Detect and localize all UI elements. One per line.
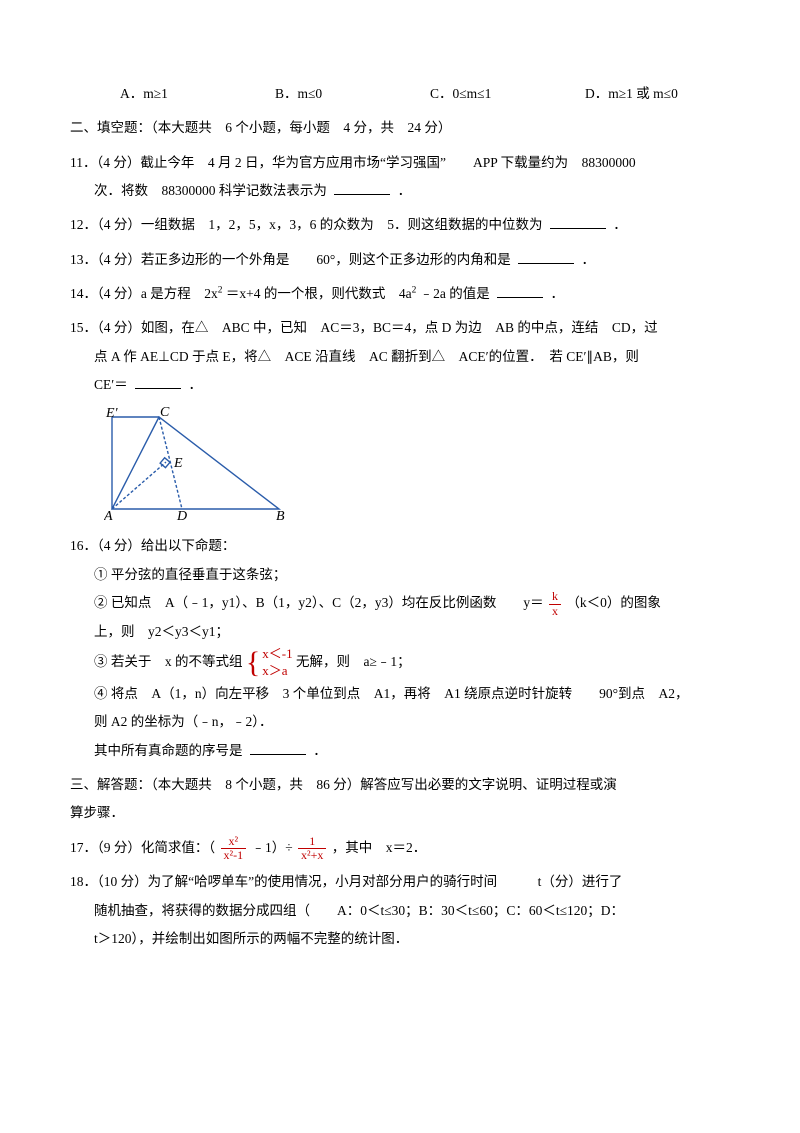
section-2-title: 二、填空题：（本大题共 6 个小题，每小题 4 分，共 24 分） (70, 114, 740, 142)
q16-p4b: 则 A2 的坐标为（﹣n，﹣2）． (70, 708, 740, 736)
inequality-system: { x＜-1 x＞a (246, 646, 293, 680)
q16-p2a: ② 已知点 A（﹣1，y1）、B（1，y2）、C（2，y3）均在反比例函数 y＝ (94, 595, 544, 610)
frac-1-x2px: 1 x²+x (298, 835, 326, 862)
q13-tail: ． (582, 252, 596, 267)
q11-line2: 次．将数 88300000 科学记数法表示为 ． (70, 177, 740, 205)
question-16: 16．（4 分）给出以下命题： ① 平分弦的直径垂直于这条弦； ② 已知点 A（… (70, 532, 740, 764)
exponent-2a: 2 (218, 286, 223, 296)
frac2-den: x²+x (298, 848, 326, 862)
q16-p3: ③ 若关于 x 的不等式组 { x＜-1 x＞a 无解，则 a≥﹣1； (70, 646, 740, 680)
frac-k-over-x: k x (549, 590, 561, 617)
q18-l2: 随机抽查，将获得的数据分成四组（ A：0＜t≤30；B：30＜t≤60；C：60… (70, 897, 740, 925)
question-17: 17．（9 分）化简求值：（ x² x²-1 ﹣1）÷ 1 x²+x ，其中 x… (70, 834, 740, 863)
q15-l1: 15．（4 分）如图，在△ ABC 中，已知 AC＝3，BC＝4，点 D 为边 … (70, 314, 740, 342)
frac-den: x (549, 604, 561, 618)
q14-tail: ． (551, 286, 565, 301)
q10-options-row: A．m≥1 B．m≤0 C．0≤m≤1 D．m≥1 或 m≤0 (70, 80, 740, 108)
q16-p1: ① 平分弦的直径垂直于这条弦； (70, 561, 740, 589)
label-B: B (276, 509, 285, 522)
option-a: A．m≥1 (120, 80, 275, 108)
frac2-num: 1 (298, 835, 326, 848)
q16-tail-pre: 其中所有真命题的序号是 (94, 743, 243, 758)
section3-l1: 三、解答题：（本大题共 8 个小题，共 86 分）解答应写出必要的文字说明、证明… (70, 771, 740, 799)
q15-l3-post: ． (188, 377, 202, 392)
q13-text: 13．（4 分）若正多边形的一个外角是 60°，则这个正多边形的内角和是 (70, 252, 511, 267)
question-18: 18．（10 分）为了解“哈啰单车”的使用情况，小月对部分用户的骑行时间 t（分… (70, 868, 740, 953)
q14-pre: 14．（4 分）a 是方程 2x (70, 286, 218, 301)
q15-l3: CE′＝ ． (70, 371, 740, 399)
q16-p4a: ④ 将点 A（1，n）向左平移 3 个单位到点 A1，再将 A1 绕原点逆时针旋… (70, 680, 740, 708)
q16-p2-line2: 上，则 y2＜y3＜y1； (70, 618, 740, 646)
q11-tail: ． (398, 183, 412, 198)
q16-p3a: ③ 若关于 x 的不等式组 (94, 654, 243, 669)
q14-post: ﹣2a 的值是 (420, 286, 490, 301)
q14-blank (497, 285, 543, 299)
q16-head: 16．（4 分）给出以下命题： (70, 532, 740, 560)
frac1-num: x² (221, 835, 247, 848)
q17-post: ，其中 x＝2． (332, 840, 427, 855)
question-12: 12．（4 分）一组数据 1，2，5，x，3，6 的众数为 5．则这组数据的中位… (70, 211, 740, 239)
q14-mid: ＝x+4 的一个根，则代数式 4a (226, 286, 412, 301)
section-3-title: 三、解答题：（本大题共 8 个小题，共 86 分）解答应写出必要的文字说明、证明… (70, 771, 740, 828)
option-d: D．m≥1 或 m≤0 (585, 80, 740, 108)
label-A: A (104, 509, 113, 522)
case-2: x＞a (262, 663, 292, 680)
label-Ep: E' (105, 407, 119, 421)
q12-tail: ． (613, 217, 627, 232)
frac1-den: x²-1 (221, 848, 247, 862)
q18-l3: t＞120），并绘制出如图所示的两幅不完整的统计图． (70, 925, 740, 953)
q11-blank (334, 182, 390, 196)
q15-blank (135, 376, 181, 390)
label-C: C (160, 407, 170, 420)
q11-line1: 11．（4 分）截止今年 4 月 2 日，华为官方应用市场“学习强国” APP … (70, 149, 740, 177)
q16-blank (250, 741, 306, 755)
q16-p2b: （k＜0）的图象 (566, 595, 661, 610)
q17-mid1: ﹣1）÷ (251, 840, 292, 855)
q13-blank (518, 250, 574, 264)
q15-l3-pre: CE′＝ (94, 377, 128, 392)
q16-tail-post: ． (313, 743, 327, 758)
label-D: D (176, 509, 187, 522)
q16-p2-line1: ② 已知点 A（﹣1，y1）、B（1，y2）、C（2，y3）均在反比例函数 y＝… (70, 589, 740, 618)
q15-l2: 点 A 作 AE⊥CD 于点 E，将△ ACE 沿直线 AC 翻折到△ ACE′… (70, 343, 740, 371)
label-E: E (173, 456, 183, 471)
q11-text: 次．将数 88300000 科学记数法表示为 (94, 183, 327, 198)
q16-p3b: 无解，则 a≥﹣1； (296, 654, 411, 669)
q16-tail: 其中所有真命题的序号是 ． (70, 737, 740, 765)
q18-l1: 18．（10 分）为了解“哈啰单车”的使用情况，小月对部分用户的骑行时间 t（分… (70, 868, 740, 896)
frac-x2-x2m1: x² x²-1 (221, 835, 247, 862)
question-11: 11．（4 分）截止今年 4 月 2 日，华为官方应用市场“学习强国” APP … (70, 149, 740, 206)
brace-icon: { (246, 648, 260, 678)
frac-num: k (549, 590, 561, 603)
option-b: B．m≤0 (275, 80, 430, 108)
exam-page: A．m≥1 B．m≤0 C．0≤m≤1 D．m≥1 或 m≤0 二、填空题：（本… (0, 0, 800, 999)
question-13: 13．（4 分）若正多边形的一个外角是 60°，则这个正多边形的内角和是 ． (70, 246, 740, 274)
q12-blank (550, 216, 606, 230)
question-14: 14．（4 分）a 是方程 2x2 ＝x+4 的一个根，则代数式 4a2 ﹣2a… (70, 280, 740, 308)
question-15: 15．（4 分）如图，在△ ABC 中，已知 AC＝3，BC＝4，点 D 为边 … (70, 314, 740, 522)
option-c: C．0≤m≤1 (430, 80, 585, 108)
exponent-2b: 2 (412, 286, 417, 296)
section3-l2: 算步骤． (70, 799, 740, 827)
q17-pre: 17．（9 分）化简求值：（ (70, 840, 215, 855)
q15-figure: E' C E A D B (104, 407, 289, 522)
case-1: x＜-1 (262, 646, 292, 663)
q12-text: 12．（4 分）一组数据 1，2，5，x，3，6 的众数为 5．则这组数据的中位… (70, 217, 543, 232)
